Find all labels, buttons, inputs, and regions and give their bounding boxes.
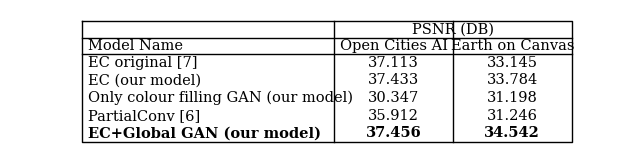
Text: Model Name: Model Name [88,39,183,53]
Text: 34.542: 34.542 [484,127,540,140]
Text: 33.784: 33.784 [487,74,538,87]
Text: 30.347: 30.347 [368,91,419,105]
Text: Open Cities AI: Open Cities AI [339,39,447,53]
Text: PartialConv [6]: PartialConv [6] [88,109,200,123]
Text: Earth on Canvas: Earth on Canvas [450,39,574,53]
Text: EC (our model): EC (our model) [88,74,201,87]
Text: PSNR (DB): PSNR (DB) [412,23,494,36]
Text: 31.246: 31.246 [487,109,538,123]
Text: 37.433: 37.433 [368,74,419,87]
Text: 37.456: 37.456 [366,127,422,140]
Text: EC original [7]: EC original [7] [88,56,198,70]
Text: 37.113: 37.113 [368,56,419,70]
Text: 35.912: 35.912 [368,109,419,123]
Text: EC+Global GAN (our model): EC+Global GAN (our model) [88,127,321,140]
Text: 31.198: 31.198 [487,91,538,105]
Text: 33.145: 33.145 [487,56,538,70]
Text: Only colour filling GAN (our model): Only colour filling GAN (our model) [88,91,353,105]
